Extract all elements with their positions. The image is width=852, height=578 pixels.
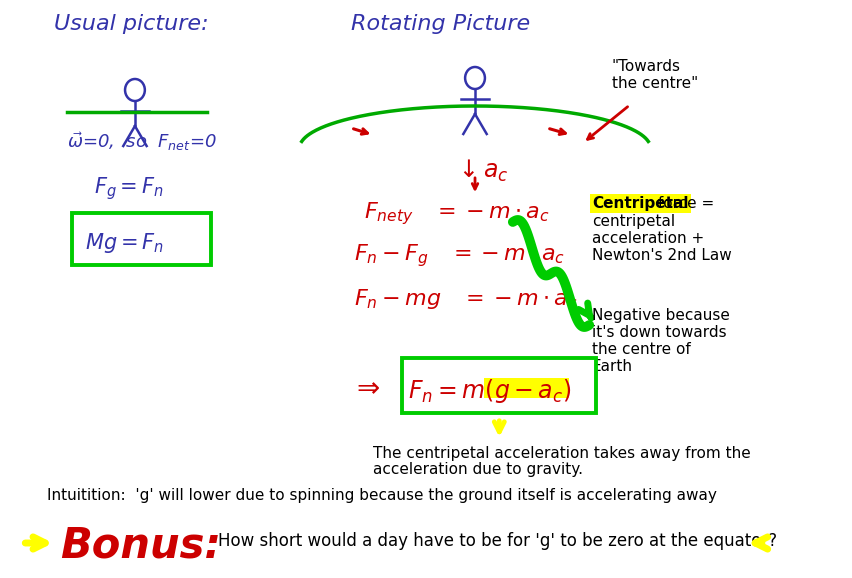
FancyBboxPatch shape <box>401 358 595 413</box>
Text: acceleration +: acceleration + <box>591 231 704 246</box>
Text: $\vec{\omega}$=0,  so  $F_{net}$=0: $\vec{\omega}$=0, so $F_{net}$=0 <box>67 130 217 153</box>
Text: $\Rightarrow$: $\Rightarrow$ <box>350 373 380 401</box>
Text: Usual picture:: Usual picture: <box>54 14 209 34</box>
Text: $F_n = m(g - a_c)$: $F_n = m(g - a_c)$ <box>407 377 570 405</box>
Text: force =: force = <box>653 196 714 211</box>
Text: Bonus:: Bonus: <box>60 525 221 567</box>
Text: Intuitition:  'g' will lower due to spinning because the ground itself is accele: Intuitition: 'g' will lower due to spinn… <box>47 488 716 503</box>
Text: acceleration due to gravity.: acceleration due to gravity. <box>373 462 583 477</box>
Text: centripetal: centripetal <box>591 214 674 229</box>
Text: How short would a day have to be for 'g' to be zero at the equator?: How short would a day have to be for 'g'… <box>217 532 776 550</box>
Text: $F_n - F_g$   $= -m \cdot a_c$: $F_n - F_g$ $= -m \cdot a_c$ <box>353 242 564 269</box>
Text: $F_g = F_n$: $F_g = F_n$ <box>95 175 164 202</box>
Text: the centre of: the centre of <box>591 342 690 357</box>
Text: Centripetal: Centripetal <box>591 196 688 211</box>
Text: $\downarrow a_c$: $\downarrow a_c$ <box>454 158 508 184</box>
Text: $Mg = F_n$: $Mg = F_n$ <box>85 231 164 255</box>
Text: Negative because: Negative because <box>591 308 729 323</box>
FancyBboxPatch shape <box>72 213 211 265</box>
Text: The centripetal acceleration takes away from the: The centripetal acceleration takes away … <box>373 446 751 461</box>
Text: $F_{nety}$   $= -m \cdot a_c$: $F_{nety}$ $= -m \cdot a_c$ <box>364 200 549 227</box>
FancyBboxPatch shape <box>483 378 569 398</box>
Text: it's down towards: it's down towards <box>591 325 726 340</box>
Text: Earth: Earth <box>591 359 632 374</box>
Text: Newton's 2nd Law: Newton's 2nd Law <box>591 248 731 263</box>
Text: "Towards
the centre": "Towards the centre" <box>611 58 697 91</box>
Text: $F_n - mg$   $= -m \cdot a_c$: $F_n - mg$ $= -m \cdot a_c$ <box>353 287 577 311</box>
Text: Rotating Picture: Rotating Picture <box>350 14 529 34</box>
